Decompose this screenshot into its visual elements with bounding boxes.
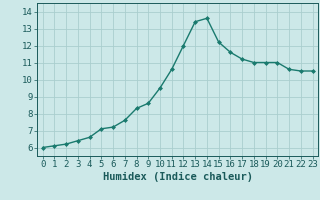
X-axis label: Humidex (Indice chaleur): Humidex (Indice chaleur): [103, 172, 252, 182]
